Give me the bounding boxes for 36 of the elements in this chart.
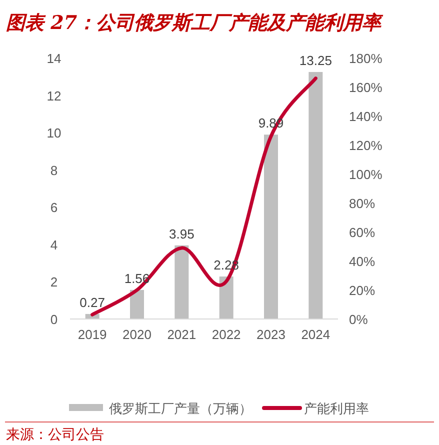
x-tick-label: 2019 bbox=[78, 327, 107, 342]
y2-tick-label: 160% bbox=[349, 80, 383, 95]
y-tick-label: 14 bbox=[46, 51, 62, 66]
legend-label: 俄罗斯工厂产量（万辆） bbox=[109, 401, 252, 416]
data-label: 3.95 bbox=[169, 226, 194, 242]
y-tick-label: 10 bbox=[46, 126, 62, 141]
data-label: 0.27 bbox=[80, 294, 105, 310]
y2-tick-label: 100% bbox=[349, 167, 383, 182]
bar bbox=[308, 72, 323, 319]
legend-label: 产能利用率 bbox=[304, 401, 369, 416]
y2-tick-label: 140% bbox=[349, 109, 383, 124]
y2-tick-label: 20% bbox=[349, 283, 376, 298]
data-label: 13.25 bbox=[299, 52, 332, 68]
bar bbox=[264, 134, 278, 319]
y-tick-label: 12 bbox=[46, 88, 62, 104]
x-tick-label: 2024 bbox=[301, 327, 330, 342]
y2-tick-label: 0% bbox=[349, 312, 368, 327]
y-tick-label: 6 bbox=[50, 200, 58, 216]
y2-tick-label: 40% bbox=[349, 254, 376, 269]
y-tick-label: 0 bbox=[50, 312, 58, 327]
x-tick-label: 2020 bbox=[122, 327, 152, 342]
y-tick-label: 8 bbox=[50, 162, 58, 178]
y2-tick-label: 60% bbox=[349, 225, 376, 240]
bar bbox=[219, 276, 234, 319]
chart-title: 图表 27：公司俄罗斯工厂产能及产能利用率 bbox=[6, 12, 384, 34]
y2-tick-label: 120% bbox=[349, 138, 383, 153]
source-note: 来源：公司公告 bbox=[6, 427, 104, 443]
x-tick-label: 2023 bbox=[256, 327, 286, 342]
x-tick-label: 2022 bbox=[212, 327, 241, 342]
bar bbox=[130, 290, 144, 319]
y-tick-label: 2 bbox=[50, 274, 58, 290]
bar bbox=[174, 245, 189, 319]
y-tick-label: 4 bbox=[50, 237, 58, 252]
x-tick-label: 2021 bbox=[167, 327, 196, 342]
y2-tick-label: 180% bbox=[349, 51, 383, 66]
y2-tick-label: 80% bbox=[349, 196, 376, 211]
